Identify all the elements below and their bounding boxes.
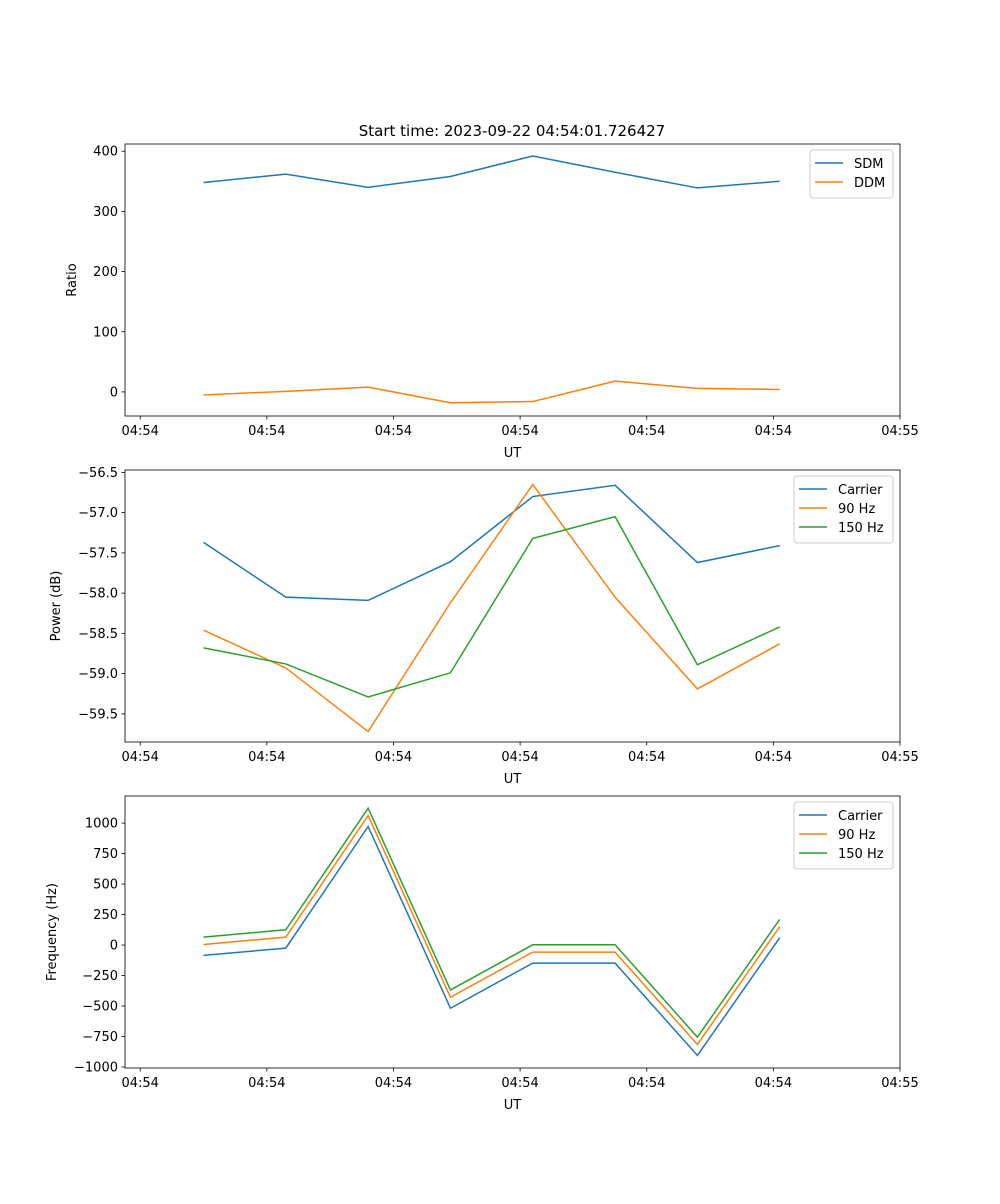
- y-tick-label: −750: [82, 1030, 118, 1045]
- y-tick-label: 1000: [85, 817, 118, 832]
- figure-title: Start time: 2023-09-22 04:54:01.726427: [359, 122, 665, 140]
- x-tick-label: 04:54: [755, 750, 792, 765]
- legend-label: 150 Hz: [838, 521, 884, 536]
- axes-frame: [124, 143, 901, 417]
- subplot-1: 04:54 04:54 04:54 04:54 04:54 04:54 04:55 UT 0 10…: [65, 143, 919, 461]
- x-tick-label: 04:54: [375, 1076, 412, 1091]
- legend: Carrier 90 Hz 150 Hz: [793, 475, 894, 544]
- y-tick-label: 400: [93, 145, 118, 160]
- y-axis-label: Ratio: [65, 263, 80, 296]
- series-line-carrier: [203, 824, 781, 1057]
- series-line-90-hz: [203, 813, 781, 1046]
- y-tick-label: −56.5: [78, 466, 118, 481]
- x-tick-label: 04:54: [628, 424, 665, 439]
- legend-label: Carrier: [838, 809, 883, 824]
- legend-label: 150 Hz: [838, 847, 884, 862]
- series-line-carrier: [203, 484, 780, 602]
- subplot-3: 04:54 04:54 04:54 04:54 04:54 04:54 04:55 UT −10…: [45, 795, 919, 1113]
- y-tick-label: −58.0: [78, 587, 118, 602]
- x-axis-label: UT: [504, 446, 522, 461]
- y-tick-label: 250: [93, 908, 118, 923]
- y-tick-label: −1000: [74, 1061, 118, 1076]
- series-line-ddm: [203, 380, 780, 404]
- x-axis-label: UT: [504, 772, 522, 787]
- x-tick-label: 04:54: [501, 1076, 538, 1091]
- series-line-150-hz: [203, 806, 781, 1039]
- x-tick-label: 04:54: [755, 1076, 792, 1091]
- legend-label: 90 Hz: [838, 502, 875, 517]
- legend-label: SDM: [854, 157, 883, 172]
- legend-label: 90 Hz: [838, 828, 875, 843]
- x-tick-label: 04:54: [628, 1076, 665, 1091]
- series-line-sdm: [203, 155, 780, 189]
- subplot-2: 04:54 04:54 04:54 04:54 04:54 04:54 04:55 UT −59…: [49, 466, 919, 787]
- x-tick-label: 04:55: [881, 424, 918, 439]
- axes-frame: [124, 469, 901, 743]
- legend-label: Carrier: [838, 483, 883, 498]
- x-tick-label: 04:54: [628, 750, 665, 765]
- legend: SDM DDM: [809, 149, 894, 199]
- legend-label: DDM: [854, 176, 885, 191]
- x-tick-label: 04:54: [755, 424, 792, 439]
- y-tick-label: −57.5: [78, 546, 118, 561]
- x-tick-label: 04:54: [375, 424, 412, 439]
- y-tick-label: −500: [82, 1000, 118, 1015]
- y-tick-label: −57.0: [78, 506, 118, 521]
- y-tick-label: 750: [93, 847, 118, 862]
- y-axis-label: Power (dB): [49, 571, 64, 642]
- x-tick-label: 04:54: [121, 750, 158, 765]
- y-tick-label: −59.0: [78, 667, 118, 682]
- x-tick-label: 04:54: [375, 750, 412, 765]
- x-tick-label: 04:54: [501, 424, 538, 439]
- x-axis-label: UT: [504, 1098, 522, 1113]
- y-tick-label: −59.5: [78, 707, 118, 722]
- x-tick-label: 04:54: [501, 750, 538, 765]
- y-axis-label: Frequency (Hz): [45, 883, 60, 981]
- y-tick-label: 500: [93, 878, 118, 893]
- x-tick-label: 04:54: [121, 424, 158, 439]
- x-tick-label: 04:55: [881, 750, 918, 765]
- x-tick-label: 04:54: [248, 424, 285, 439]
- y-tick-label: 100: [93, 325, 118, 340]
- y-tick-label: 0: [110, 385, 118, 400]
- series-line-150-hz: [203, 515, 781, 698]
- x-tick-label: 04:54: [248, 1076, 285, 1091]
- x-tick-label: 04:55: [881, 1076, 918, 1091]
- y-tick-label: −250: [82, 969, 118, 984]
- series-line-90-hz: [203, 483, 781, 733]
- legend-box: [809, 149, 894, 199]
- y-tick-label: 200: [93, 265, 118, 280]
- axes-frame: [124, 795, 901, 1069]
- legend: Carrier 90 Hz 150 Hz: [793, 801, 894, 870]
- y-tick-label: −58.5: [78, 627, 118, 642]
- y-tick-label: 0: [110, 939, 118, 954]
- x-tick-label: 04:54: [121, 1076, 158, 1091]
- y-tick-label: 300: [93, 205, 118, 220]
- x-tick-label: 04:54: [248, 750, 285, 765]
